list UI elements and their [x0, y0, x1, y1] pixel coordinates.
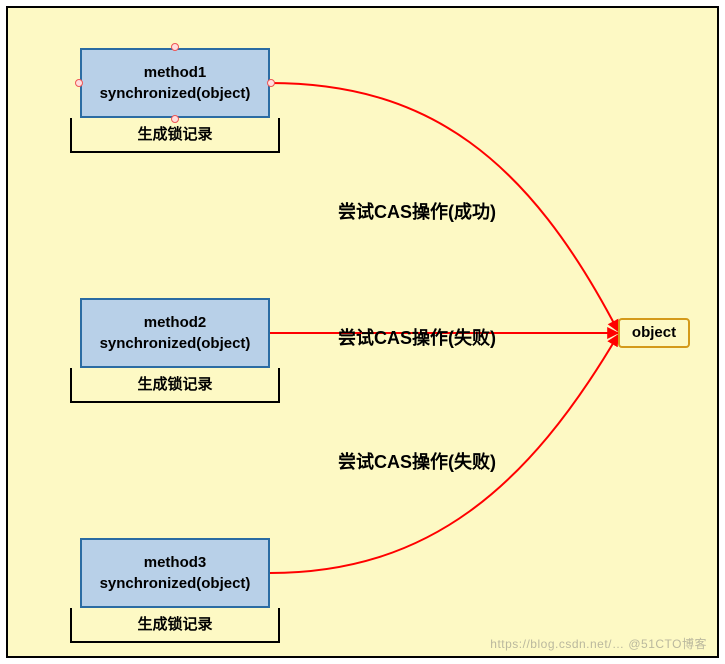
method-box-m2: method2synchronized(object): [80, 298, 270, 368]
method-box-m3: method3synchronized(object): [80, 538, 270, 608]
lock-record-m3: 生成锁记录: [70, 608, 280, 643]
selection-handle: [171, 43, 179, 51]
method-sync: synchronized(object): [82, 573, 268, 594]
selection-handle: [267, 79, 275, 87]
lock-record-m2: 生成锁记录: [70, 368, 280, 403]
selection-handle: [75, 79, 83, 87]
method-box-m1: method1synchronized(object): [80, 48, 270, 118]
method-name: method2: [82, 312, 268, 333]
edge-label-m3: 尝试CAS操作(失败): [338, 448, 496, 474]
object-node: object: [618, 318, 690, 348]
diagram-canvas: method1synchronized(object)生成锁记录method2s…: [6, 6, 719, 658]
edge-label-m2: 尝试CAS操作(失败): [338, 324, 496, 350]
method-sync: synchronized(object): [82, 83, 268, 104]
method-name: method3: [82, 552, 268, 573]
method-name: method1: [82, 62, 268, 83]
selection-handle: [171, 115, 179, 123]
watermark-text: https://blog.csdn.net/… @51CTO博客: [490, 635, 707, 652]
edge-label-m1: 尝试CAS操作(成功): [338, 198, 496, 224]
method-sync: synchronized(object): [82, 333, 268, 354]
object-label: object: [632, 324, 676, 341]
lock-record-m1: 生成锁记录: [70, 118, 280, 153]
